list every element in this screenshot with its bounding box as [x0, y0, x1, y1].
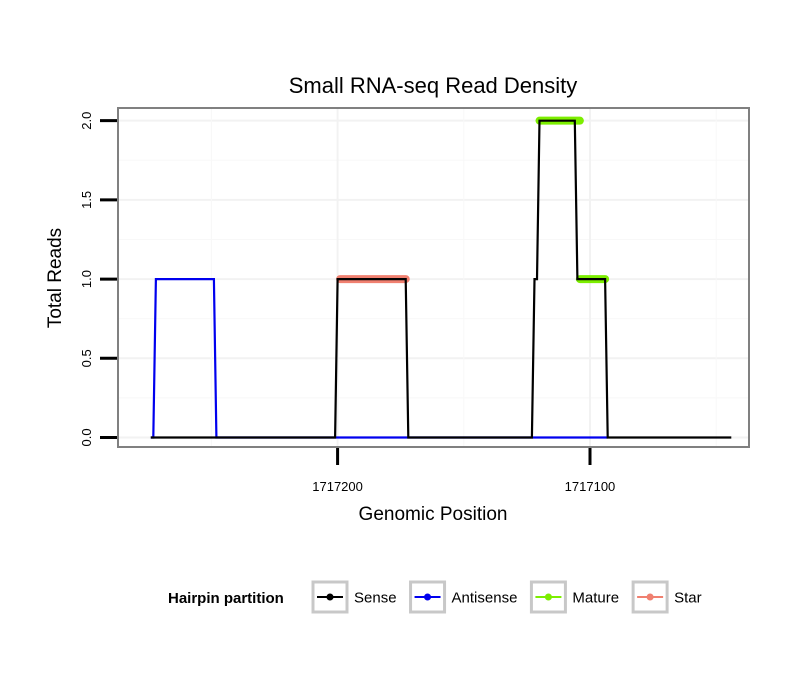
legend-label-antisense: Antisense — [452, 590, 518, 607]
legend-marker-mature — [544, 593, 552, 601]
legend-title: Hairpin partition — [168, 590, 284, 607]
legend-marker-star — [646, 593, 654, 601]
y-tick-label-0: 0.0 — [79, 428, 94, 446]
y-axis-label: Total Reads — [45, 228, 66, 328]
x-tick-label-0: 1717200 — [312, 479, 363, 494]
legend-marker-sense — [326, 593, 334, 601]
x-axis-label: Genomic Position — [359, 504, 508, 525]
series-sense-line — [150, 119, 732, 439]
legend: Hairpin partition Sense Antisense Mature St… — [168, 580, 702, 614]
plot-background — [118, 108, 749, 447]
x-tick-label-1: 1717100 — [565, 479, 616, 494]
legend-label-mature: Mature — [572, 590, 619, 607]
plot-border — [117, 107, 750, 448]
y-tick-label-2: 1.0 — [79, 270, 94, 288]
chart-title: Small RNA-seq Read Density — [289, 73, 578, 98]
x-axis: 1717200 1717100 — [312, 448, 615, 494]
legend-label-star: Star — [674, 590, 702, 607]
y-axis: 0.0 0.5 1.0 1.5 2.0 — [79, 112, 117, 447]
series-layer — [150, 116, 732, 439]
y-tick-label-4: 2.0 — [79, 112, 94, 130]
legend-label-sense: Sense — [354, 590, 397, 607]
y-tick-label-3: 1.5 — [79, 191, 94, 209]
y-tick-label-1: 0.5 — [79, 349, 94, 367]
legend-marker-antisense — [424, 593, 432, 601]
